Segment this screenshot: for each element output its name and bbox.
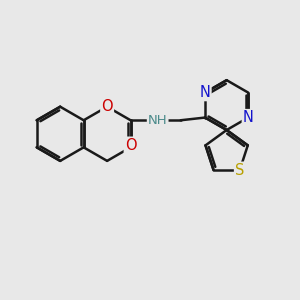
Text: NH: NH <box>148 114 167 127</box>
Text: N: N <box>243 110 254 125</box>
Text: O: O <box>125 138 136 153</box>
Text: S: S <box>235 163 244 178</box>
Text: O: O <box>101 99 113 114</box>
Text: N: N <box>200 85 211 100</box>
